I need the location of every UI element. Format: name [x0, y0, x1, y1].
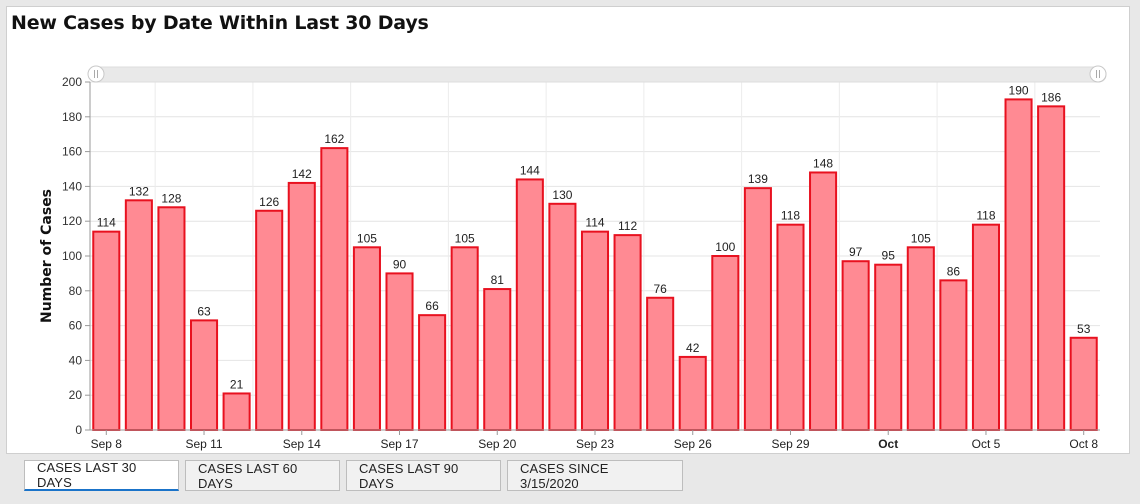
bar-sep-10[interactable]	[157, 206, 186, 431]
bar-sep-17[interactable]	[385, 272, 414, 431]
range-slider-track[interactable]	[89, 66, 1107, 83]
x-tick-label: Sep 14	[283, 437, 321, 451]
x-tick-label: Oct 8	[1069, 437, 1098, 451]
data-label: 114	[585, 216, 604, 230]
bar-sep-14[interactable]	[287, 181, 316, 431]
bar-oct-8[interactable]	[1069, 336, 1098, 431]
data-label: 144	[520, 163, 540, 177]
data-label: 53	[1077, 322, 1091, 336]
y-tick-label: 60	[69, 319, 83, 333]
bar-sep-24[interactable]	[613, 234, 642, 431]
data-labels: 114 132 128 63 21 126 142 162 105 90 66 105 81 144 130…	[97, 83, 1091, 391]
data-label: 186	[1041, 90, 1061, 104]
bar-sep-20[interactable]	[483, 288, 512, 431]
y-tick-label: 0	[75, 423, 82, 437]
tab-cases-since-3-15-2020[interactable]: CASES SINCE 3/15/2020	[507, 460, 683, 491]
x-axis-ticks: Sep 8 Sep 11 Sep 14 Sep 17 Sep 20 Sep 23 Sep 2…	[91, 430, 1098, 451]
tab-cases-last-90-days[interactable]: CASES LAST 90 DAYS	[346, 460, 501, 491]
y-tick-label: 180	[62, 110, 82, 124]
y-tick-label: 80	[69, 284, 83, 298]
bar-sep-26[interactable]	[678, 355, 707, 432]
x-tick-label: Sep 11	[185, 437, 222, 451]
bar-oct-3[interactable]	[906, 246, 935, 431]
bar-sep-25[interactable]	[646, 296, 675, 432]
bar-sep-18[interactable]	[418, 314, 447, 431]
bar-sep-9[interactable]	[124, 199, 153, 431]
bar-sep-27[interactable]	[711, 255, 740, 431]
bar-sep-28[interactable]	[743, 187, 772, 431]
bar-sep-22[interactable]	[548, 202, 577, 431]
x-tick-label: Sep 23	[576, 437, 614, 451]
data-label: 105	[455, 231, 475, 245]
data-label: 76	[653, 282, 667, 296]
y-tick-label: 200	[62, 75, 82, 89]
data-label: 162	[324, 132, 344, 146]
data-label: 114	[97, 216, 116, 230]
data-label: 148	[813, 156, 833, 170]
y-axis-label: Number of Cases	[39, 189, 55, 323]
data-label: 112	[618, 219, 637, 233]
data-label: 97	[849, 245, 863, 259]
data-label: 139	[748, 172, 768, 186]
data-label: 95	[882, 249, 896, 263]
data-label: 105	[911, 231, 931, 245]
data-label: 42	[686, 341, 700, 355]
data-label: 118	[781, 209, 800, 223]
range-tabs: CASES LAST 30 DAYS CASES LAST 60 DAYS CA…	[24, 460, 683, 492]
data-label: 132	[129, 184, 149, 198]
bar-oct-4[interactable]	[939, 279, 968, 431]
y-axis-ticks: 0 20 40 60 80 100 120 140 160 180 200	[62, 75, 90, 437]
x-tick-label: Sep 20	[478, 437, 516, 451]
bar-oct-2[interactable]	[874, 263, 903, 432]
bar-sep-23[interactable]	[580, 230, 610, 431]
bar-oct-6[interactable]	[1004, 98, 1033, 432]
bar-sep-19[interactable]	[450, 246, 479, 431]
bars	[92, 98, 1098, 432]
y-tick-label: 100	[62, 249, 82, 263]
bar-sep-29[interactable]	[776, 223, 805, 431]
bar-oct-1[interactable]	[841, 260, 870, 431]
bar-sep-11[interactable]	[190, 319, 219, 432]
data-label: 130	[552, 188, 572, 202]
page-title: New Cases by Date Within Last 30 Days	[11, 12, 429, 34]
x-tick-label: Oct 5	[972, 437, 1001, 451]
x-tick-label: Sep 29	[771, 437, 809, 451]
range-slider-right-handle[interactable]	[1089, 65, 1107, 83]
data-label: 86	[947, 264, 961, 278]
y-tick-label: 20	[69, 388, 83, 402]
data-label: 118	[976, 209, 995, 223]
bar-oct-7[interactable]	[1037, 105, 1066, 432]
x-tick-label: Sep 26	[674, 437, 712, 451]
bar-sep-8[interactable]	[92, 230, 121, 431]
range-slider-left-handle[interactable]	[87, 65, 105, 83]
bar-sep-12[interactable]	[222, 392, 251, 431]
data-label: 90	[393, 257, 407, 271]
bar-sep-30[interactable]	[809, 171, 838, 431]
data-label: 21	[230, 377, 244, 391]
tab-cases-last-30-days[interactable]: CASES LAST 30 DAYS	[24, 460, 179, 491]
bar-sep-21[interactable]	[515, 178, 544, 431]
data-label: 190	[1009, 83, 1029, 97]
data-label: 63	[197, 304, 211, 318]
data-label: 105	[357, 231, 377, 245]
y-tick-label: 120	[62, 214, 82, 228]
data-label: 142	[292, 167, 312, 181]
bar-sep-15[interactable]	[320, 147, 349, 431]
y-tick-label: 160	[62, 145, 82, 159]
y-tick-label: 40	[69, 353, 83, 367]
data-label: 100	[715, 240, 735, 254]
data-label: 126	[259, 195, 279, 209]
bar-sep-16[interactable]	[352, 246, 381, 431]
data-label: 128	[161, 191, 181, 205]
x-tick-label: Oct	[878, 437, 898, 451]
x-tick-label: Sep 8	[91, 437, 123, 451]
bar-sep-13[interactable]	[255, 209, 284, 431]
data-label: 81	[491, 273, 505, 287]
bar-oct-5[interactable]	[971, 223, 1001, 431]
y-tick-label: 140	[62, 179, 82, 193]
x-tick-label: Sep 17	[380, 437, 418, 451]
data-label: 66	[425, 299, 439, 313]
tab-cases-last-60-days[interactable]: CASES LAST 60 DAYS	[185, 460, 340, 491]
bar-chart: 114 132 128 63 21 126 142 162 105 90 66 105 81 144 130…	[39, 65, 1107, 451]
